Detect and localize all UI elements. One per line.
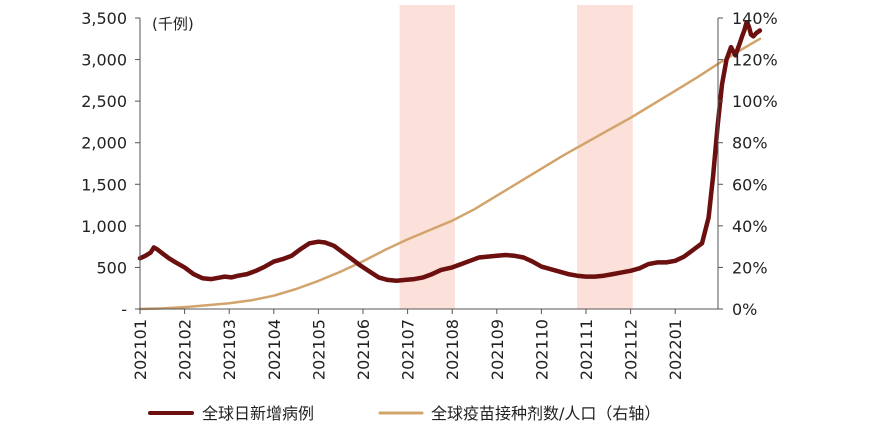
x-tick-label: 202106	[354, 319, 373, 380]
x-tick-label: 202104	[265, 319, 284, 380]
x-tick-label: 202105	[309, 319, 328, 380]
highlight-band-2	[577, 5, 633, 309]
right-axis-ticks: 0% 20% 40% 60% 80% 100% 120% 140%	[718, 9, 778, 319]
series-lines	[137, 19, 763, 311]
x-axis-ticks: 202101 202102 202103 202104 202105 202106 2021…	[131, 309, 685, 380]
series-line-vaccine	[138, 37, 762, 311]
x-tick-label: 202107	[399, 319, 418, 380]
right-tick-label: 60%	[732, 175, 768, 194]
legend: 全球日新增病例 全球疫苗接种剂数/人口（右轴）	[148, 404, 660, 423]
right-tick-label: 20%	[732, 258, 768, 277]
highlight-band-1	[399, 5, 455, 309]
x-tick-label: 202101	[131, 319, 150, 380]
left-tick-label: 3,000	[81, 51, 127, 70]
series-line-cases	[137, 19, 763, 283]
right-tick-label: 0%	[732, 300, 757, 319]
left-tick-label: 1,500	[81, 175, 127, 194]
legend-label-cases: 全球日新增病例	[202, 404, 314, 423]
x-tick-label: 202111	[577, 319, 596, 380]
left-tick-label: 1,000	[81, 217, 127, 236]
x-tick-label: 202110	[532, 319, 551, 380]
left-tick-label: 3,500	[81, 9, 127, 28]
x-tick-label: 202109	[488, 319, 507, 380]
x-tick-label: 202201	[666, 319, 685, 380]
right-tick-label: 40%	[732, 217, 768, 236]
left-tick-label: 2,000	[81, 134, 127, 153]
left-tick-label: 2,500	[81, 92, 127, 111]
right-tick-label: 80%	[732, 134, 768, 153]
x-tick-label: 202108	[443, 319, 462, 380]
left-tick-label: -	[121, 300, 127, 319]
right-tick-label: 100%	[732, 92, 778, 111]
left-axis-unit: (千例)	[152, 15, 194, 33]
x-tick-label: 202102	[176, 319, 195, 380]
right-tick-label: 120%	[732, 51, 778, 70]
right-tick-label: 140%	[732, 9, 778, 28]
highlight-bands	[399, 5, 633, 309]
left-axis-ticks: - 500 1,000 1,500 2,000 2,500 3,000 3,500	[81, 9, 140, 319]
legend-label-vaccine: 全球疫苗接种剂数/人口（右轴）	[431, 404, 660, 423]
axes	[139, 18, 719, 310]
left-tick-label: 500	[96, 258, 127, 277]
x-tick-label: 202103	[220, 319, 239, 380]
x-tick-label: 202112	[622, 319, 641, 380]
